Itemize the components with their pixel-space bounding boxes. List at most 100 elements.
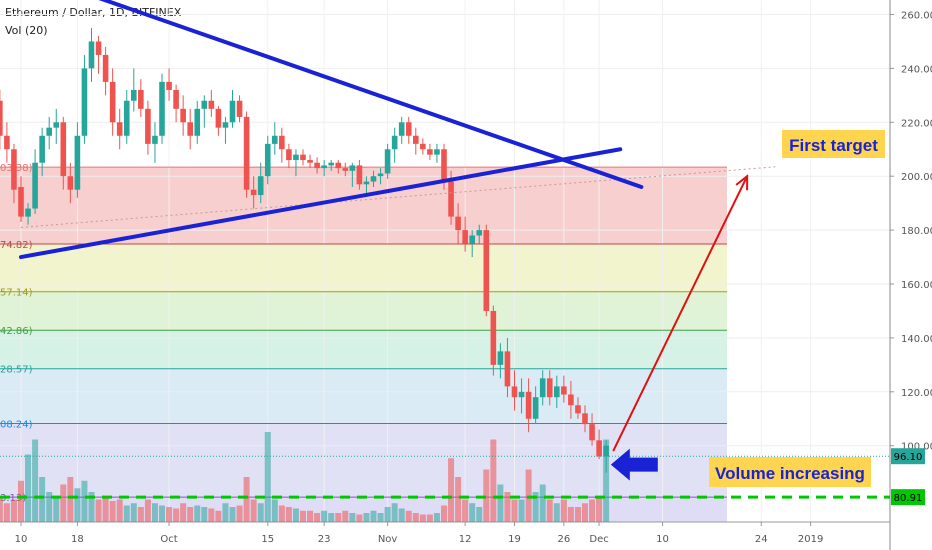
candle-body: [314, 162, 320, 169]
candle-body: [187, 122, 193, 136]
candle-body: [201, 100, 208, 109]
candle-body: [67, 176, 74, 190]
volume-bar: [53, 495, 60, 522]
volume-increasing-label: Volume increasing: [715, 464, 865, 483]
candle-body: [138, 89, 144, 109]
fib-band: [0, 368, 727, 424]
volume-bar: [490, 439, 497, 522]
candle-body: [539, 378, 546, 398]
candle-body: [356, 165, 363, 185]
volume-bar: [483, 469, 490, 522]
candle-body: [342, 168, 349, 171]
volume-bar: [328, 513, 335, 522]
volume-bar: [603, 439, 610, 522]
volume-bar: [180, 503, 187, 522]
volume-bar: [208, 508, 215, 522]
candle-body: [441, 149, 447, 182]
x-tick-label: Dec: [589, 534, 608, 545]
chart-subtitle: Vol (20): [5, 24, 48, 37]
volume-bar: [39, 477, 46, 522]
candle-body: [370, 176, 377, 182]
volume-bar: [462, 499, 469, 522]
candle-body: [194, 108, 201, 136]
volume-bar: [151, 503, 158, 522]
volume-bar: [264, 432, 271, 522]
candle-body: [455, 216, 461, 231]
volume-bar: [278, 505, 285, 522]
volume-bar: [10, 499, 17, 522]
candle-body: [74, 135, 81, 190]
x-tick-label: 12: [459, 534, 472, 545]
fib-level-label: 74.82): [0, 240, 33, 251]
volume-bar: [229, 507, 236, 522]
volume-bar: [574, 507, 581, 522]
candle-body: [53, 122, 60, 128]
candle-body: [300, 154, 306, 161]
volume-bar: [250, 499, 257, 522]
candle-body: [448, 181, 454, 217]
volume-bar: [476, 507, 483, 522]
candle-body: [229, 100, 236, 123]
candle-body: [11, 149, 17, 190]
volume-bar: [194, 505, 201, 522]
volume-bar: [222, 503, 229, 522]
volume-bar: [60, 484, 67, 522]
candle-body: [469, 235, 475, 244]
candle-body: [497, 351, 504, 365]
candle-body: [546, 378, 553, 398]
price-tag: [891, 448, 925, 465]
candle-body: [4, 135, 10, 150]
y-tick-label: 100.00: [901, 442, 932, 453]
volume-bar: [123, 505, 130, 522]
fib-band: [0, 244, 727, 292]
volume-bar: [426, 514, 433, 522]
volume-bar: [377, 513, 384, 522]
candle-body: [504, 351, 511, 387]
first-target-annotation: First target: [782, 130, 885, 158]
fib-level-label: 28.57): [0, 365, 33, 376]
volume-bar: [109, 501, 116, 522]
volume-bar: [46, 492, 53, 522]
candle-body: [131, 89, 137, 101]
volume-bar: [166, 507, 173, 522]
volume-bar: [589, 499, 596, 522]
candle-body: [568, 394, 574, 406]
candle-body: [532, 397, 539, 419]
volume-bar: [455, 477, 462, 522]
volume-bar: [469, 503, 476, 522]
x-tick-label: Nov: [378, 534, 398, 545]
candle-body: [222, 122, 229, 128]
volume-bar: [433, 513, 440, 522]
candle-body: [173, 89, 179, 109]
candle-body: [272, 135, 278, 144]
candle-body: [405, 122, 412, 136]
price-tag-label: 80.91: [894, 493, 923, 504]
volume-bar: [130, 503, 137, 522]
candle-body: [349, 165, 356, 171]
y-tick-label: 160.00: [901, 280, 932, 291]
volume-bar: [335, 513, 342, 522]
candle-body: [603, 445, 609, 457]
candle-body: [81, 68, 88, 136]
candle-body: [575, 405, 581, 414]
candle-body: [25, 208, 31, 217]
volume-bar: [384, 507, 391, 522]
volume-bar: [88, 492, 95, 522]
candle-body: [32, 162, 38, 209]
candle-body: [335, 162, 342, 169]
volume-bar: [349, 513, 356, 522]
chart-title: Ethereum / Dollar, 1D, BITFINEX: [5, 6, 182, 19]
x-tick-label: 19: [508, 534, 521, 545]
candle-body: [391, 135, 398, 150]
volume-bar: [0, 495, 3, 522]
volume-bar: [18, 480, 24, 522]
volume-bar: [363, 513, 370, 522]
volume-bar: [32, 439, 39, 522]
volume-bar: [518, 499, 525, 522]
candle-body: [250, 189, 257, 196]
volume-arrow-icon: [610, 448, 658, 481]
candle-body: [88, 41, 95, 69]
first-target-label: First target: [789, 136, 878, 155]
volume-bar: [187, 507, 194, 522]
